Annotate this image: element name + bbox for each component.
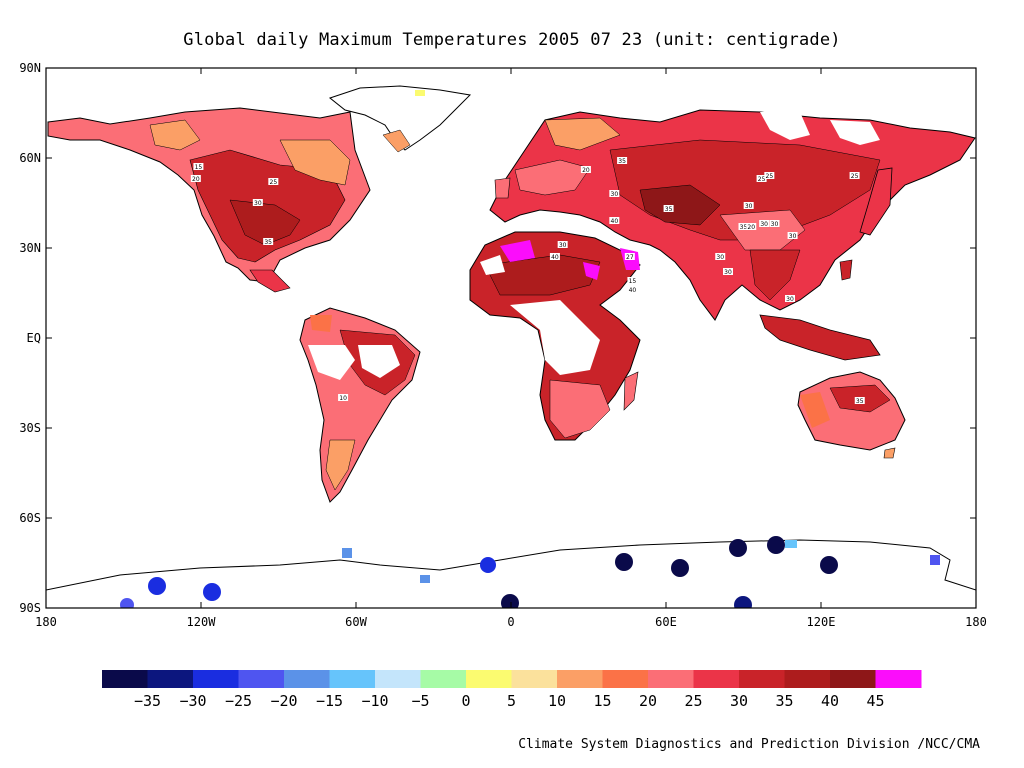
contour-label: 30 [724, 269, 732, 276]
contour-label: 25 [766, 173, 774, 180]
contour-label-bg [663, 205, 674, 212]
contour-label-bg [759, 220, 770, 227]
lat-tick-label: 90S [19, 601, 41, 615]
contour-label: 30 [611, 191, 619, 198]
antarctica [46, 536, 976, 608]
contour-label: 40 [629, 287, 637, 294]
contour-label: 30 [745, 203, 753, 210]
contour-label-bg [756, 175, 767, 182]
contour-label: 30 [760, 221, 768, 228]
contour-label: 30 [254, 200, 262, 207]
lon-tick-label: 120E [807, 615, 836, 629]
contour-label-bg [609, 217, 620, 224]
credit-text: Climate System Diagnostics and Predictio… [518, 737, 980, 752]
contour-label: 30 [786, 296, 794, 303]
contour-label: 25 [270, 179, 278, 186]
lon-tick-label: 60E [655, 615, 677, 629]
contour-label: 35 [740, 224, 748, 231]
contour-label: 27 [626, 254, 634, 261]
contour-label-bg [580, 166, 591, 173]
contour-label-bg [627, 286, 638, 293]
lon-tick-label: 0 [507, 615, 514, 629]
contour-label-bg [549, 253, 560, 260]
contour-label: 30 [789, 233, 797, 240]
contour-label-bg [854, 397, 865, 404]
islands [494, 167, 893, 361]
lat-tick-label: 30S [19, 421, 41, 435]
lon-tick-label: 60W [345, 615, 367, 629]
contour-label-bg [190, 175, 201, 182]
contour-label-bg [738, 223, 749, 230]
lat-tick-label: EQ [27, 331, 41, 345]
contour-label-bg [849, 172, 860, 179]
lon-tick-label: 180 [35, 615, 57, 629]
contour-label: 35 [264, 239, 272, 246]
contour-label: 35 [618, 158, 626, 165]
africa [469, 231, 641, 441]
contour-label-bg [624, 253, 635, 260]
contour-label: 20 [582, 167, 590, 174]
contour-label: 25 [851, 173, 859, 180]
lon-tick-label: 120W [187, 615, 217, 629]
contour-label-bg [338, 394, 349, 401]
lat-tick-label: 60N [19, 151, 41, 165]
contour-label: 35 [856, 398, 864, 405]
contour-label: 35 [665, 206, 673, 213]
contour-label-bg [787, 232, 798, 239]
contour-label-bg [769, 220, 780, 227]
contour-label: 25 [758, 176, 766, 183]
contour-label: 10 [339, 395, 347, 402]
contour-label: 15 [195, 164, 203, 171]
contour-label-bg [263, 238, 274, 245]
contour-label-bg [252, 199, 263, 206]
lat-tick-label: 90N [19, 61, 41, 75]
map-title: Global daily Maximum Temperatures 2005 0… [183, 30, 841, 50]
lat-tick-label: 30N [19, 241, 41, 255]
contour-label-bg [609, 190, 620, 197]
contour-label-bg [764, 172, 775, 179]
contour-label-bg [617, 157, 628, 164]
contour-label: 20 [192, 176, 200, 183]
contour-label: 30 [716, 254, 724, 261]
contour-label-bg [723, 268, 733, 275]
contour-label-bg [785, 295, 795, 302]
contour-label: 30 [559, 242, 567, 249]
contour-label-bg [627, 277, 638, 284]
contour-label-bg [743, 202, 754, 209]
contour-label: 40 [551, 254, 559, 261]
contour-label: 20 [747, 224, 755, 231]
eurasia [489, 109, 976, 321]
contour-label-bg [193, 163, 204, 170]
south-america [299, 307, 421, 503]
lon-tick-label: 180 [965, 615, 987, 629]
north-america [47, 107, 371, 293]
contour-label-bg [715, 253, 726, 260]
contour-label-bg [746, 223, 757, 230]
lat-tick-label: 60S [19, 511, 41, 525]
contour-label: 15 [629, 278, 637, 285]
contour-label: 40 [611, 218, 619, 225]
contour-label: 30 [771, 221, 779, 228]
greenland [328, 85, 472, 153]
contour-label-bg [557, 241, 568, 248]
contour-label-bg [268, 178, 279, 185]
